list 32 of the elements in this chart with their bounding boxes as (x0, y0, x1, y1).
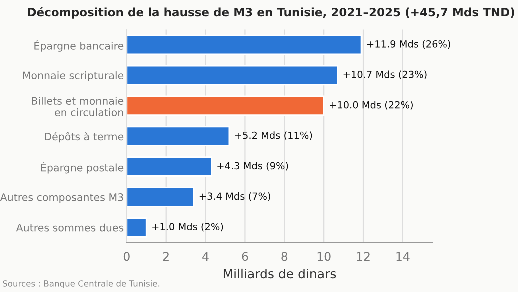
y-tick-label: Autres composantes M3 (0, 194, 124, 204)
y-tick-label: Monnaie scripturale (23, 72, 124, 82)
x-tick-label: 12 (357, 252, 370, 261)
data-label: +10.7 Mds (23%) (344, 70, 427, 80)
x-tick-label: 4 (202, 252, 209, 261)
bar (126, 218, 148, 238)
data-label: +5.2 Mds (11%) (235, 132, 312, 140)
y-tick-label: Dépôts à terme (45, 132, 124, 143)
bar (126, 126, 230, 146)
bar (126, 187, 195, 208)
x-tick-label: 6 (242, 252, 248, 262)
bar (126, 156, 212, 177)
bar (126, 96, 325, 116)
data-label: +4.3 Mds (9%) (218, 162, 288, 171)
x-axis-title: Milliards de dinars (224, 268, 336, 279)
y-tick-label: Épargne bancaire (34, 40, 124, 52)
data-label: +3.4 Mds (7%) (200, 192, 270, 202)
x-tick-label: 14 (396, 252, 410, 261)
y-tick-label: Autres sommes dues (16, 224, 124, 232)
data-label: +11.9 Mds (26%) (368, 40, 450, 49)
y-tick-label: Billets et monnaie en circulation (32, 97, 124, 116)
x-tick-label: 10 (318, 252, 331, 262)
source-note: Sources : Banque Centrale de Tunisie. (3, 280, 160, 288)
y-tick-label: Épargne postale (41, 162, 124, 174)
x-tick-label: 2 (163, 252, 169, 261)
bar (126, 65, 339, 86)
data-label: +10.0 Mds (22%) (330, 101, 413, 110)
x-tick-label: 0 (124, 252, 130, 262)
bar (126, 34, 362, 56)
data-label: +1.0 Mds (2%) (152, 223, 224, 232)
x-tick-label: 8 (282, 252, 288, 262)
chart-title: Décomposition de la hausse de M3 en Tunisie, 2021–2025 (+45,7 Mds TND) (28, 7, 514, 19)
